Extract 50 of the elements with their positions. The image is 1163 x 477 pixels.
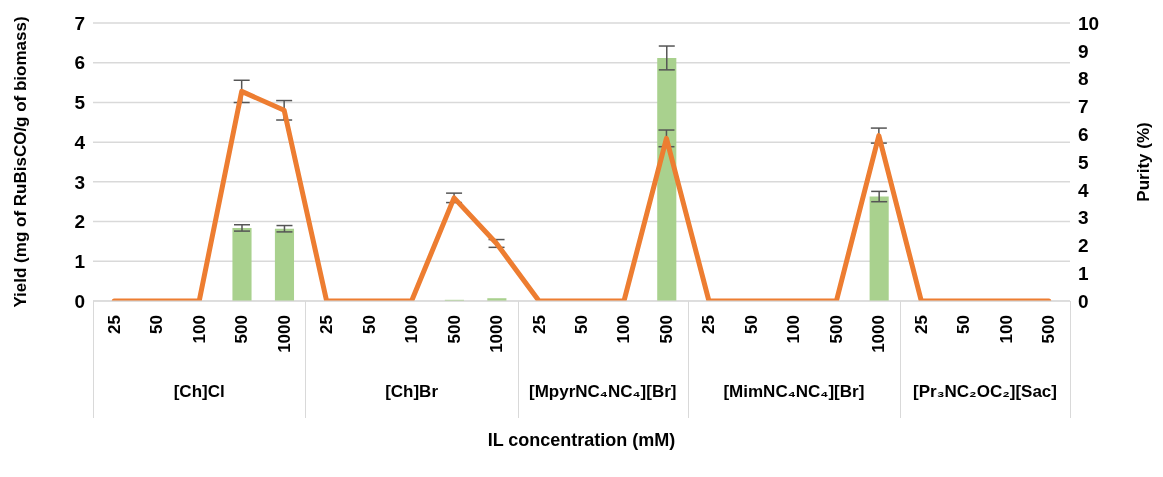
x-tick-label: 25 (529, 315, 549, 334)
y2-tick-label: 0 (1078, 290, 1089, 312)
y-tick-label: 4 (74, 131, 86, 153)
text: [Ch]Br (384, 382, 440, 402)
x-tick-label: 100 (189, 315, 209, 344)
y-tick-label: 0 (74, 290, 85, 312)
text: [Ch]Cl (172, 382, 226, 402)
x-tick-label: 25 (104, 315, 124, 334)
y2-tick-label: 8 (1078, 68, 1089, 90)
y-tick-label: 6 (74, 52, 85, 74)
x-tick-label: 100 (614, 315, 634, 344)
y2-axis-title: Purity (%) (1134, 122, 1154, 202)
x-tick-label: 50 (954, 315, 974, 334)
x-tick-label: 500 (656, 315, 676, 344)
x-tick-label: 50 (147, 315, 167, 334)
y2-tick-label: 4 (1078, 179, 1089, 201)
x-tick-label: 500 (444, 315, 464, 344)
y2-tick-label: 9 (1078, 40, 1089, 62)
x-tick-label: 500 (232, 315, 252, 344)
y2-tick-label: 7 (1078, 96, 1089, 118)
y-tick-label: 5 (74, 92, 86, 114)
x-tick-label: 500 (826, 315, 846, 344)
y-axis-title: Yield (mg of RuBisCO/g of biomass) (11, 16, 31, 308)
x-tick-label: 50 (359, 315, 379, 334)
x-tick-label: 500 (1039, 315, 1059, 344)
y-tick-label: 7 (74, 12, 85, 34)
text: [Pr₃NC₂OC₂][Sac] (912, 382, 1058, 402)
text: [MpyrNC₄NC₄][Br] (528, 382, 678, 402)
y-tick-label: 1 (74, 251, 86, 273)
y2-tick-label: 2 (1078, 235, 1089, 257)
x-tick-label: 25 (699, 315, 719, 334)
x-axis-title: IL concentration (mM) (486, 430, 677, 451)
x-tick-label: 1000 (487, 315, 507, 353)
x-tick-label: 50 (572, 315, 591, 334)
x-tick-label: 1000 (274, 315, 294, 353)
x-tick-label: 100 (402, 315, 422, 344)
text: [MimNC₄NC₄][Br] (722, 382, 866, 402)
x-tick-label: 50 (741, 315, 761, 334)
x-tick-label: 25 (317, 315, 337, 334)
x-tick-label: 100 (996, 315, 1016, 344)
y-tick-label: 2 (74, 211, 85, 233)
x-tick-label: 1000 (869, 315, 889, 353)
y-tick-label: 3 (74, 171, 85, 193)
y2-tick-label: 5 (1078, 151, 1089, 173)
y2-tick-label: 1 (1078, 262, 1089, 284)
y2-tick-label: 6 (1078, 123, 1089, 145)
y2-tick-label: 3 (1078, 207, 1089, 229)
x-tick-label: 100 (784, 315, 804, 344)
y2-tick-label: 10 (1078, 12, 1100, 34)
x-tick-label: 25 (911, 315, 931, 334)
